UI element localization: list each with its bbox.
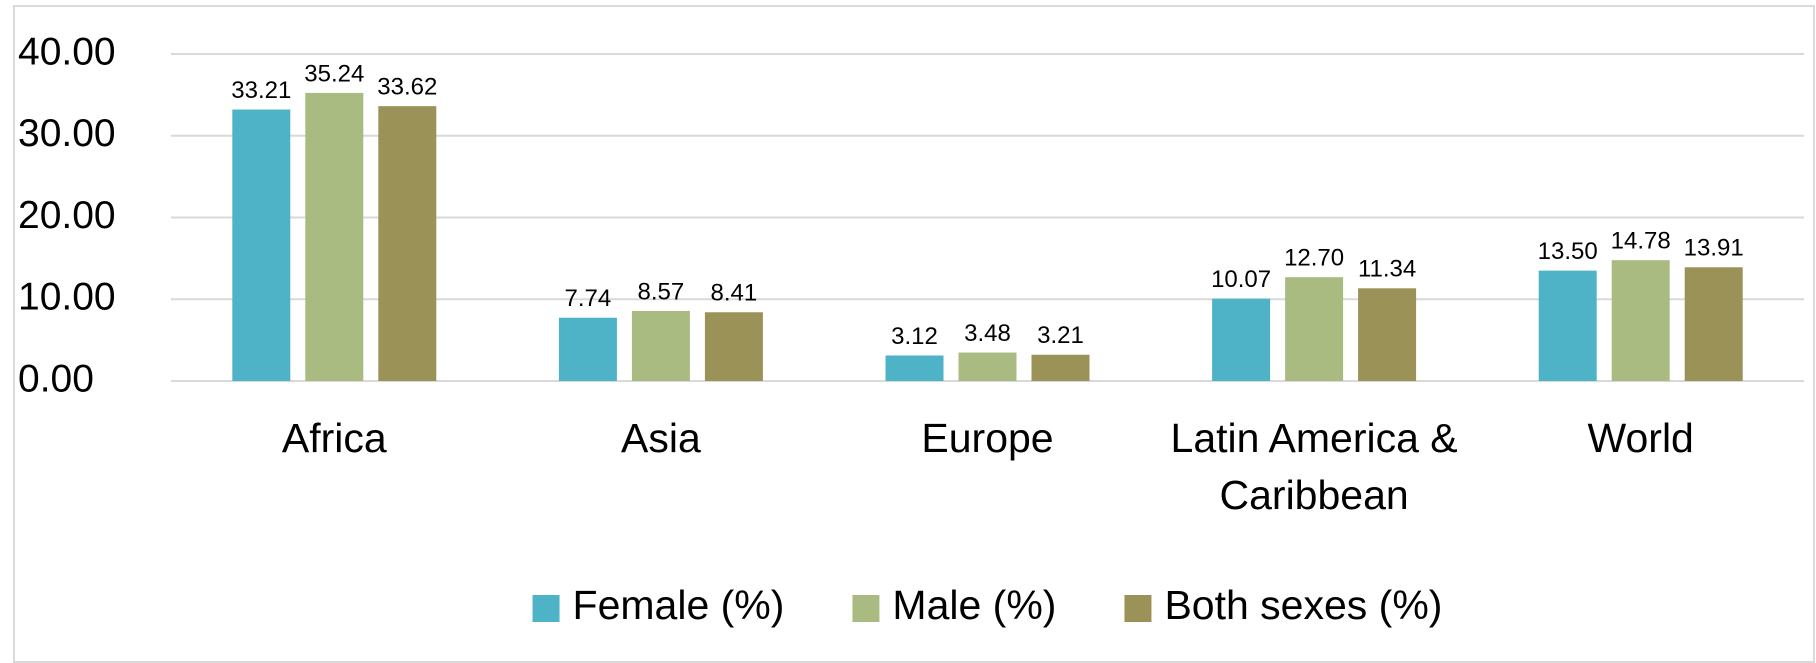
bar [1538,270,1597,381]
y-tick-label: 20.00 [18,194,116,237]
bar [704,312,763,381]
y-tick-label: 40.00 [18,30,116,73]
x-tick-label: Latin America & Caribbean [1171,415,1458,518]
data-label: 11.34 [1358,256,1416,283]
bar [958,352,1017,381]
bar [1285,277,1344,381]
data-label: 13.91 [1684,235,1744,262]
bar [1611,260,1670,381]
y-tick-label: 30.00 [18,112,116,155]
y-tick-label: 10.00 [18,276,116,319]
bar [1358,288,1417,381]
x-tick-label: World [1588,415,1694,461]
x-tick-label: Africa [282,415,387,461]
legend-swatch [852,595,880,622]
data-label: 33.62 [377,74,437,101]
data-label: 3.48 [964,320,1011,347]
legend-label: Male (%) [892,582,1056,628]
data-label: 10.07 [1211,266,1271,293]
data-label: 12.70 [1284,245,1344,272]
data-label: 8.57 [638,278,685,305]
data-label: 13.50 [1538,238,1598,265]
bar [631,310,690,381]
legend-label: Female (%) [573,582,785,628]
bar [1212,298,1271,381]
bar [232,109,291,382]
legend: Female (%) Male (%) Both sexes (%) [532,582,1442,628]
x-tick-label: Europe [921,415,1053,461]
bar [1684,267,1743,381]
data-label: 8.41 [711,280,758,307]
legend-label: Both sexes (%) [1164,582,1442,628]
data-label: 35.24 [304,60,364,87]
bar [558,317,617,381]
bar [1031,354,1090,381]
bar [305,92,364,382]
bar [378,106,437,382]
data-label: 3.12 [891,323,938,350]
x-tick-label: Asia [621,415,701,461]
data-label: 7.74 [565,285,612,312]
bar [885,355,944,381]
legend-swatch [1124,595,1152,622]
data-label: 14.78 [1611,228,1671,255]
y-tick-label: 0.00 [18,357,94,400]
data-label: 3.21 [1037,322,1084,349]
data-label: 33.21 [231,77,291,104]
legend-swatch [532,595,560,622]
